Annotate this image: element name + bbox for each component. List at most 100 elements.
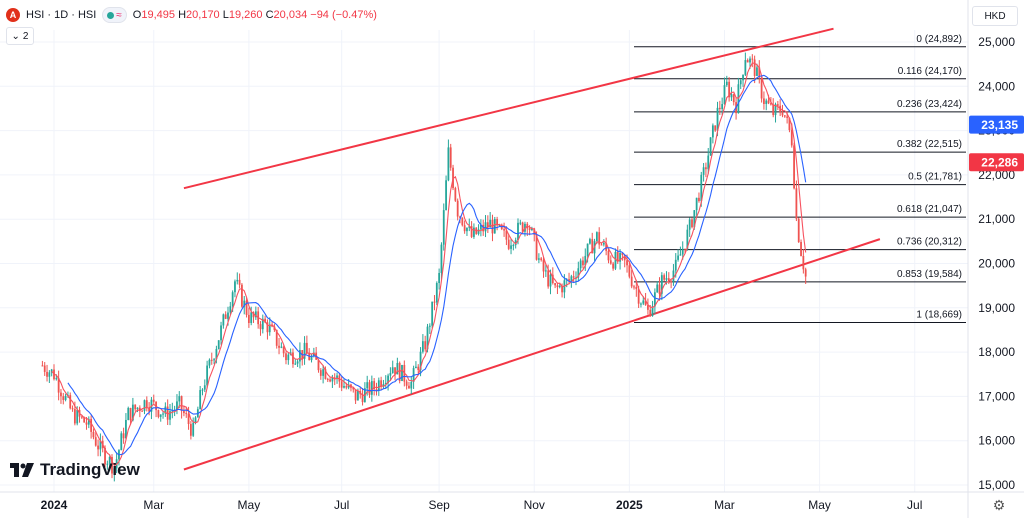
y-tick-label: 18,000: [978, 345, 1015, 359]
candle-body: [415, 366, 417, 369]
candle-body: [208, 359, 211, 366]
candle-body: [644, 300, 647, 306]
candle-body: [55, 378, 58, 380]
candle-body: [767, 100, 770, 104]
candle-body: [120, 433, 123, 451]
candle-body: [658, 284, 661, 294]
candle-body: [169, 411, 171, 420]
candle-body: [419, 351, 422, 371]
candle-body: [586, 243, 589, 256]
candle-body: [122, 433, 125, 439]
tradingview-logo[interactable]: TradingView: [10, 460, 140, 480]
candle-body: [319, 370, 322, 376]
candle-body: [213, 359, 215, 361]
indicators-toggle-button[interactable]: ⌄ 2: [6, 27, 34, 45]
candle-body: [336, 375, 338, 378]
candle-body: [299, 350, 301, 362]
candle-body: [125, 419, 127, 439]
candle-body: [206, 365, 209, 386]
data-wave-icon: ≈: [116, 9, 122, 21]
candle-body: [739, 80, 742, 85]
candle-body: [143, 400, 146, 411]
candle-body: [162, 413, 164, 415]
candle-body: [744, 60, 747, 75]
candle-body: [670, 281, 673, 283]
candle-body: [85, 422, 88, 425]
candle-body: [674, 259, 677, 271]
candle-body: [231, 292, 234, 307]
candle-body: [489, 219, 492, 228]
candle-body: [723, 85, 726, 105]
candle-body: [721, 104, 724, 110]
fib-level-label: 0.736 (20,312): [897, 237, 962, 248]
candle-body: [50, 369, 53, 373]
market-status-pill[interactable]: ≈: [102, 7, 127, 23]
x-tick-label: 2024: [41, 498, 68, 512]
price-channel[interactable]: [183, 27, 881, 471]
candle-body: [570, 276, 573, 282]
hsi-logo-icon: A: [6, 8, 20, 22]
candle-body: [264, 318, 267, 323]
candle-body: [681, 248, 684, 255]
candle-body: [790, 130, 793, 146]
time-axis[interactable]: 2024 Mar May Jul Sep Nov 2025 Mar May Jul: [41, 498, 923, 512]
candle-body: [73, 409, 76, 424]
settings-gear-icon[interactable]: ⚙: [992, 496, 1006, 513]
y-tick-label: 17,000: [978, 389, 1015, 403]
indicator-count: 2: [22, 30, 29, 42]
candle-body: [756, 67, 758, 76]
candle-body: [113, 468, 116, 474]
candle-body: [616, 251, 619, 262]
candle-body: [542, 260, 545, 272]
candle-body: [46, 371, 48, 377]
candle-body: [203, 385, 206, 390]
candle-body: [384, 382, 387, 385]
candle-body: [391, 367, 394, 373]
currency-selector[interactable]: HKD: [972, 6, 1018, 26]
candle-body: [765, 100, 768, 105]
candle-body: [484, 222, 487, 232]
candle-body: [354, 389, 357, 401]
candle-body: [375, 389, 378, 391]
x-tick-label: May: [238, 498, 261, 512]
candle-body: [684, 248, 686, 250]
candle-body: [224, 314, 227, 319]
candlestick-series: [41, 52, 807, 482]
candle-body: [449, 147, 452, 168]
fib-level-label: 0.853 (19,584): [897, 269, 962, 280]
symbol-legend: A HSI · 1D · HSI ≈ O19,495 H20,170 L19,2…: [6, 6, 377, 24]
price-change: −94 (−0.47%): [310, 9, 377, 21]
candle-body: [76, 409, 79, 424]
candle-body: [558, 285, 561, 288]
candle-body: [517, 222, 519, 241]
candle-body: [178, 396, 181, 402]
candle-body: [176, 401, 178, 410]
candle-body: [609, 260, 612, 264]
candle-body: [774, 104, 777, 116]
candle-body: [261, 318, 264, 330]
candle-body: [482, 224, 485, 232]
candle-body: [282, 346, 285, 354]
candle-body: [104, 447, 106, 465]
candle-body: [41, 365, 44, 367]
fib-level-label: 0.382 (22,515): [897, 139, 962, 150]
fibonacci-retracement[interactable]: 0 (24,892) 0.116 (24,170) 0.236 (23,424) 0.…: [634, 34, 966, 323]
candle-body: [217, 340, 220, 349]
candle-body: [466, 227, 468, 232]
candle-body: [728, 81, 731, 98]
candle-body: [445, 180, 447, 211]
candle-body: [800, 242, 802, 256]
candle-body: [793, 145, 795, 189]
candle-body: [296, 361, 299, 364]
candle-body: [87, 418, 90, 425]
candle-body: [635, 286, 638, 290]
candle-body: [238, 279, 241, 285]
candle-body: [310, 356, 313, 361]
candle-body: [496, 219, 499, 225]
candle-body: [628, 265, 631, 277]
candle-body: [396, 362, 399, 375]
candle-body: [292, 352, 294, 365]
symbol-title[interactable]: HSI · 1D · HSI: [26, 9, 97, 21]
